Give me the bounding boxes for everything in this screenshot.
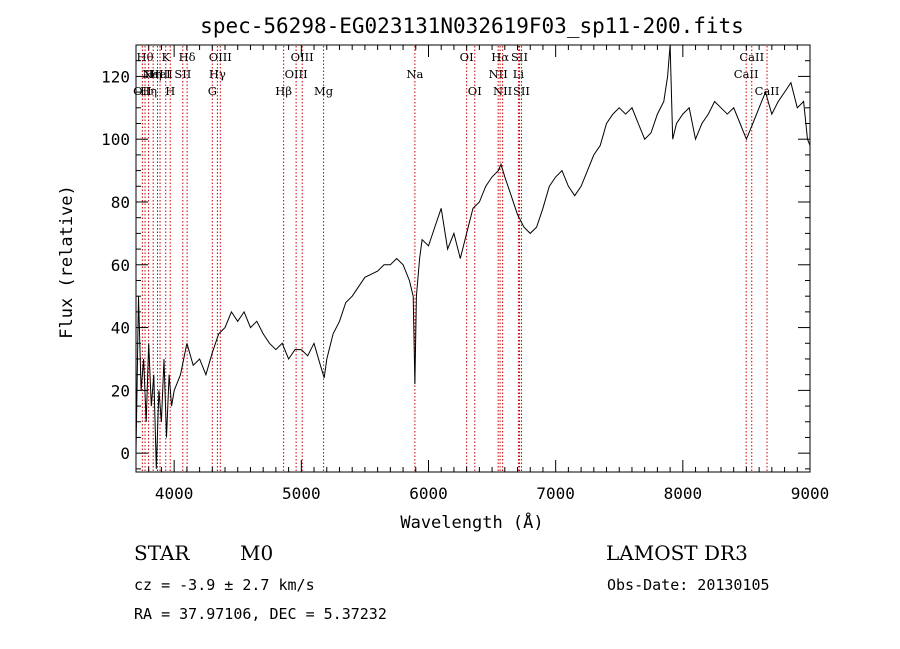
x-tick-label-0: 4000	[155, 484, 194, 503]
line-marker-label-18: OI	[460, 50, 474, 64]
object-class: STAR	[134, 541, 190, 565]
line-marker-label-10: G	[208, 84, 217, 98]
ra-dec-coordinates: RA = 37.97106, DEC = 5.37232	[134, 605, 387, 623]
line-marker-label-8: SII	[174, 67, 191, 81]
line-marker-label-13: Hβ	[275, 84, 292, 98]
line-marker-label-6: K	[161, 50, 170, 64]
line-marker-label-26: CaII	[734, 67, 759, 81]
line-marker-label-24: SII	[511, 50, 528, 64]
line-marker-label-17: Na	[406, 67, 423, 81]
redshift-cz: cz = -3.9 ± 2.7 km/s	[134, 576, 315, 594]
x-tick-label-5: 9000	[791, 484, 830, 503]
line-marker-label-4: NeIII	[142, 67, 173, 81]
y-tick-label-3: 60	[111, 256, 130, 275]
line-marker-label-25: SII	[513, 84, 530, 98]
axis-ticks: 4000 5000 6000 7000 8000 9000 0 20 40 60 80 100 120	[101, 45, 829, 503]
x-tick-label-3: 7000	[536, 484, 575, 503]
obs-date: Obs-Date: 20130105	[607, 576, 770, 594]
line-marker-label-27: CaII	[739, 50, 764, 64]
line-marker-label-11: Hγ	[209, 67, 226, 81]
spectrum-line	[135, 44, 811, 469]
y-axis-title: Flux (relative)	[57, 185, 77, 339]
x-tick-label-1: 5000	[282, 484, 321, 503]
x-tick-label-2: 6000	[409, 484, 448, 503]
x-axis-title: Wavelength (Å)	[400, 511, 543, 533]
line-marker-label-5: HeI	[149, 67, 170, 81]
line-marker-label-7: H	[165, 84, 175, 98]
line-marker-label-2: Hη	[140, 84, 157, 98]
y-tick-label-0: 0	[120, 444, 130, 463]
line-marker-label-28: CaII	[755, 84, 780, 98]
line-marker-label-16: Mg	[314, 84, 334, 98]
survey-label: LAMOST DR3	[606, 541, 748, 565]
spectrum-series	[135, 44, 811, 469]
line-marker-label-23: Li	[513, 67, 525, 81]
y-tick-label-6: 120	[101, 67, 130, 86]
y-tick-label-1: 20	[111, 381, 130, 400]
line-marker-label-15: OIII	[291, 50, 314, 64]
line-marker-label-22: NII	[493, 84, 512, 98]
y-tick-label-5: 100	[101, 130, 130, 149]
line-marker-label-12: OIII	[209, 50, 232, 64]
y-tick-label-4: 80	[111, 193, 130, 212]
line-marker-label-0: OII	[133, 84, 152, 98]
line-marker-label-20: NII	[489, 67, 508, 81]
line-marker-label-19: OI	[468, 84, 482, 98]
chart-title: spec-56298-EG023131N032619F03_sp11-200.f…	[200, 14, 744, 38]
line-markers: OIIHθHηHηNeIIIHeIKHSIIHδGHγOIIIHβOIIIOII…	[133, 46, 779, 471]
line-marker-label-1: Hθ	[137, 50, 154, 64]
x-tick-label-4: 8000	[664, 484, 703, 503]
object-subclass: M0	[240, 541, 273, 565]
line-marker-label-14: OIII	[285, 67, 308, 81]
y-tick-label-2: 40	[111, 319, 130, 338]
plot-frame	[135, 44, 811, 473]
line-marker-label-9: Hδ	[179, 50, 196, 64]
line-marker-label-21: Hα	[491, 50, 509, 64]
